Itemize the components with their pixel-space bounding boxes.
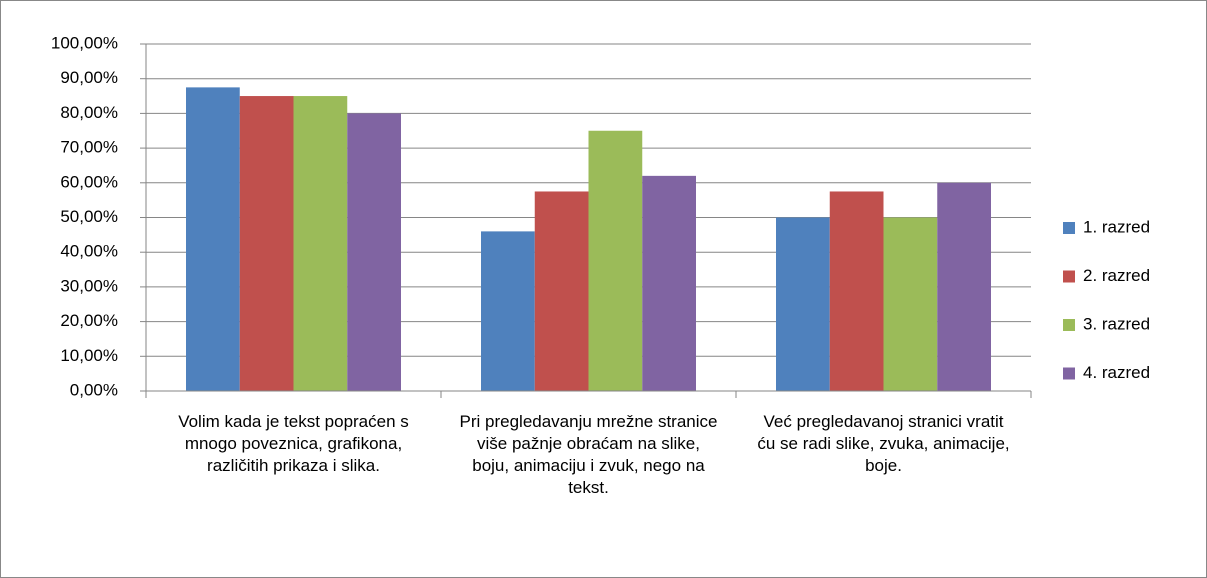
y-tick-label: 10,00% [60,346,118,365]
bar [937,182,991,391]
y-tick-label: 40,00% [60,242,118,261]
bar [186,87,240,391]
legend-swatch [1063,319,1075,331]
y-tick-label: 90,00% [60,68,118,87]
y-tick-label: 20,00% [60,311,118,330]
legend-label: 3. razred [1083,314,1150,333]
bar [534,191,589,391]
legend-label: 2. razred [1083,266,1150,285]
y-tick-label: 100,00% [51,33,118,52]
bar [829,191,884,391]
bar [588,130,643,391]
bar [347,113,401,392]
bar [883,217,938,391]
x-tick-label: Pri pregledavanju mrežne stranice više p… [459,412,718,497]
y-tick-label: 0,00% [70,380,118,399]
bar [239,96,294,392]
x-tick-label: Već pregledavanoj stranici vratit ću se … [757,412,1010,475]
bar [642,175,696,391]
bar [481,231,535,391]
legend-label: 1. razred [1083,217,1150,236]
legend-swatch [1063,367,1075,380]
y-tick-label: 80,00% [60,103,118,122]
bar [776,217,830,391]
y-tick-label: 60,00% [60,172,118,191]
bar [293,96,348,392]
legend-swatch [1063,222,1075,234]
y-tick-label: 50,00% [60,207,118,226]
legend-swatch [1063,270,1075,283]
x-tick-label: Volim kada je tekst popraćen s mnogo pov… [178,412,409,475]
legend-label: 4. razred [1083,363,1150,382]
y-tick-label: 70,00% [60,138,118,157]
y-tick-label: 30,00% [60,276,118,295]
